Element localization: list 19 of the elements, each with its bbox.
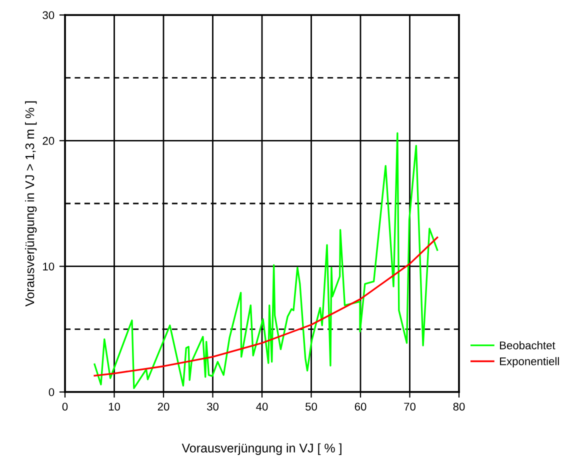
x-tick-label: 10 [108, 402, 120, 411]
y-tick-label: 30 [42, 11, 54, 20]
x-tick-label: 80 [453, 402, 465, 411]
line-series [94, 132, 438, 390]
x-tick-label: 20 [158, 402, 170, 411]
y-tick-label: 20 [42, 136, 54, 145]
legend-label: Beobachtet [500, 341, 556, 350]
x-tick-label: 40 [256, 402, 268, 411]
x-tick-label: 30 [206, 402, 218, 411]
y-axis-title: Vorausverjüngung in VJ > 1,3 m [ % ] [25, 101, 37, 306]
y-tick-label: 10 [43, 262, 54, 270]
legend-label: Exponentiell [500, 357, 559, 368]
x-tick-label: 0 [62, 402, 68, 411]
x-tick-label: 50 [306, 402, 317, 411]
line-series [94, 236, 438, 376]
y-tick-label: 0 [48, 388, 54, 396]
x-tick-label: 60 [354, 402, 366, 411]
x-tick-label: 70 [404, 402, 416, 411]
x-axis-title: Vorausverjüngung in VJ [ % ] [182, 443, 342, 455]
